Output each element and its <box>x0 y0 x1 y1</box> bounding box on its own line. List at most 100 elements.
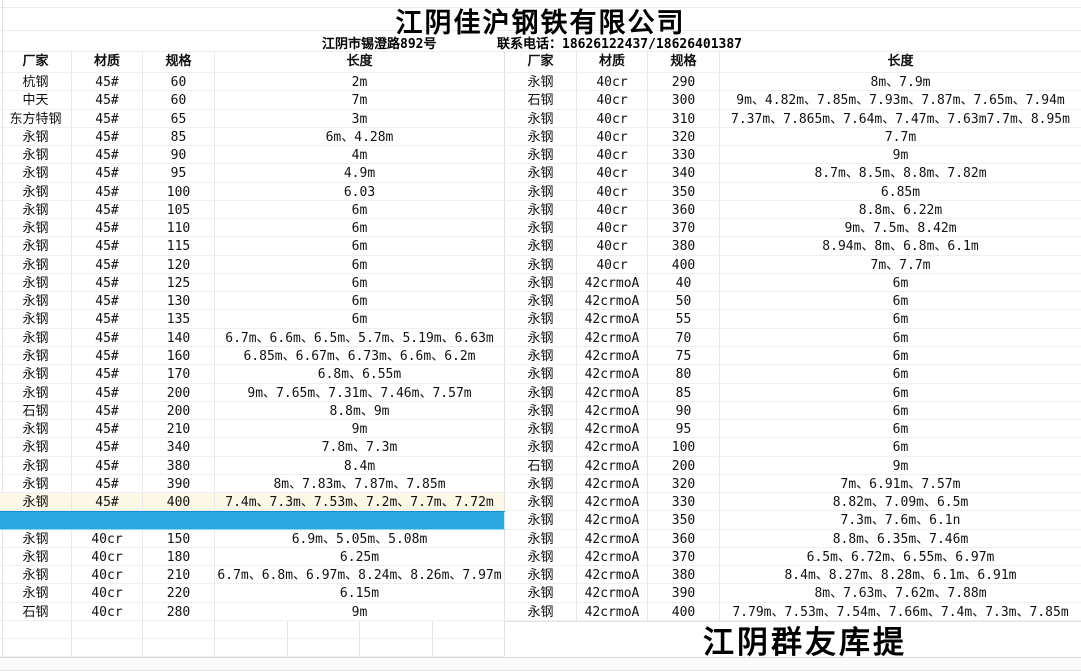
cell-material[interactable]: 45# <box>72 146 143 164</box>
cell-spec[interactable]: 280 <box>143 602 215 620</box>
cell-spec[interactable]: 115 <box>143 237 215 255</box>
cell-length[interactable]: 7m <box>215 91 505 109</box>
cell-material[interactable]: 42crmoA <box>577 401 648 420</box>
cell-factory[interactable]: 永钢 <box>505 219 577 237</box>
cell-material[interactable]: 42crmoA <box>577 310 648 328</box>
cell-material[interactable]: 42crmoA <box>577 365 648 383</box>
cell-factory[interactable]: 永钢 <box>505 493 577 511</box>
col-header-spec[interactable]: 规格 <box>648 52 720 72</box>
cell-length[interactable]: 7.79m、7.53m、7.54m、7.66m、7.4m、7.3m、7.85m <box>732 604 1069 620</box>
cell-spec[interactable]: 300 <box>648 91 720 109</box>
cell-factory[interactable]: 石钢 <box>0 602 72 620</box>
col-header-length[interactable]: 长度 <box>887 54 914 69</box>
cell-spec[interactable]: 105 <box>143 200 215 219</box>
cell-length[interactable]: 6m <box>892 348 909 364</box>
col-header-spec[interactable]: 规格 <box>143 52 215 72</box>
cell-material[interactable]: 45# <box>72 237 143 255</box>
cell-spec[interactable]: 60 <box>143 91 215 109</box>
cell-factory[interactable]: 永钢 <box>505 420 577 438</box>
cell-length[interactable]: 8.94m、8m、6.8m、6.1m <box>822 239 979 255</box>
cell-factory[interactable]: 永钢 <box>0 164 72 182</box>
empty-cell[interactable] <box>288 620 360 638</box>
cell-spec[interactable]: 350 <box>648 182 720 200</box>
cell-spec[interactable]: 150 <box>143 529 215 547</box>
cell-factory[interactable]: 永钢 <box>0 237 72 255</box>
cell-factory[interactable]: 永钢 <box>505 237 577 255</box>
cell-material[interactable]: 40cr <box>577 127 648 146</box>
empty-cell[interactable] <box>72 638 143 656</box>
cell-length[interactable]: 6.9m、5.05m、5.08m <box>215 529 505 547</box>
cell-length[interactable]: 6m <box>892 275 909 291</box>
empty-cell[interactable] <box>72 620 143 638</box>
cell-material[interactable]: 45# <box>72 292 143 310</box>
cell-material[interactable]: 45# <box>72 328 143 346</box>
cell-length[interactable]: 8.82m、7.09m、6.5m <box>832 495 969 511</box>
col-header-factory[interactable]: 厂家 <box>505 52 577 72</box>
cell-length[interactable]: 6m <box>215 273 505 292</box>
cell-material[interactable]: 42crmoA <box>577 602 648 620</box>
cell-spec[interactable]: 400 <box>143 493 215 511</box>
cell-factory[interactable]: 永钢 <box>0 493 72 511</box>
cell-length[interactable]: 9m、7.5m、8.42m <box>844 221 957 237</box>
cell-length[interactable]: 8.4m <box>215 456 505 474</box>
cell-spec[interactable]: 55 <box>648 310 720 328</box>
cell-length[interactable]: 6m、4.28m <box>215 127 505 146</box>
cell-factory[interactable]: 中天 <box>0 91 72 109</box>
cell-length[interactable]: 6m <box>215 200 505 219</box>
cell-length[interactable]: 9m <box>892 458 909 474</box>
cell-material[interactable]: 40cr <box>577 182 648 200</box>
cell-spec[interactable]: 200 <box>143 383 215 401</box>
cell-factory[interactable]: 永钢 <box>505 346 577 365</box>
cell-spec[interactable]: 85 <box>648 383 720 401</box>
cell-factory[interactable]: 永钢 <box>0 346 72 365</box>
empty-cell[interactable] <box>143 638 215 656</box>
cell-material[interactable]: 40cr <box>577 219 648 237</box>
cell-spec[interactable]: 210 <box>143 420 215 438</box>
cell-material[interactable]: 45# <box>72 182 143 200</box>
cell-spec[interactable]: 200 <box>143 401 215 420</box>
cell-material[interactable]: 42crmoA <box>577 292 648 310</box>
cell-factory[interactable]: 永钢 <box>0 529 72 547</box>
cell-length[interactable]: 7.37m、7.865m、7.64m、7.47m、7.63m7.7m、8.95m <box>731 111 1070 127</box>
cell-spec[interactable] <box>143 512 215 528</box>
cell-length[interactable]: 8m、7.9m <box>870 75 931 90</box>
empty-cell[interactable] <box>0 620 72 638</box>
cell-length[interactable]: 6m <box>892 367 909 383</box>
cell-length[interactable]: 6.25m <box>215 547 505 566</box>
cell-length[interactable]: 6m <box>215 255 505 273</box>
cell-factory[interactable]: 永钢 <box>505 200 577 219</box>
empty-cell[interactable] <box>143 620 215 638</box>
cell-factory[interactable]: 永钢 <box>0 310 72 328</box>
cell-length[interactable]: 6m <box>892 440 909 456</box>
cell-spec[interactable]: 95 <box>143 164 215 182</box>
cell-material[interactable]: 42crmoA <box>577 493 648 511</box>
cell-spec[interactable]: 400 <box>648 255 720 273</box>
cell-spec[interactable]: 130 <box>143 292 215 310</box>
cell-factory[interactable]: 永钢 <box>505 474 577 493</box>
cell-spec[interactable]: 360 <box>648 200 720 219</box>
cell-factory[interactable]: 永钢 <box>505 383 577 401</box>
cell-factory[interactable]: 永钢 <box>505 310 577 328</box>
cell-length[interactable]: 6m <box>892 312 909 328</box>
cell-material[interactable]: 42crmoA <box>577 511 648 529</box>
cell-length[interactable]: 7m、7.7m <box>870 257 931 273</box>
cell-spec[interactable]: 85 <box>143 127 215 146</box>
cell-length[interactable]: 8.8m、9m <box>215 401 505 420</box>
cell-spec[interactable]: 125 <box>143 273 215 292</box>
empty-cell[interactable] <box>360 638 433 656</box>
cell-factory[interactable]: 永钢 <box>505 602 577 620</box>
cell-material[interactable]: 45# <box>72 219 143 237</box>
cell-spec[interactable]: 135 <box>143 310 215 328</box>
cell-spec[interactable]: 90 <box>648 401 720 420</box>
cell-length[interactable]: 9m、7.65m、7.31m、7.46m、7.57m <box>215 383 505 401</box>
cell-spec[interactable]: 330 <box>648 493 720 511</box>
cell-material[interactable]: 45# <box>72 73 143 91</box>
cell-factory[interactable]: 杭钢 <box>0 73 72 91</box>
cell-material[interactable]: 45# <box>72 401 143 420</box>
cell-material[interactable]: 45# <box>72 109 143 127</box>
cell-material[interactable]: 45# <box>72 346 143 365</box>
cell-spec[interactable]: 40 <box>648 273 720 292</box>
cell-material[interactable]: 40cr <box>577 164 648 182</box>
cell-material[interactable]: 45# <box>72 383 143 401</box>
cell-length[interactable]: 7.3m、7.6m、6.1n <box>840 513 961 529</box>
